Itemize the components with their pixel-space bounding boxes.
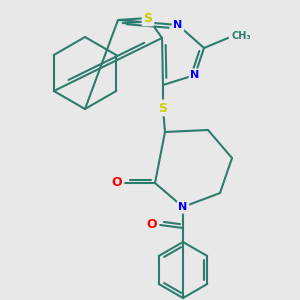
- Text: N: N: [173, 20, 183, 30]
- Text: S: S: [143, 11, 152, 25]
- Text: CH₃: CH₃: [232, 31, 252, 41]
- Text: O: O: [147, 218, 157, 232]
- Text: N: N: [190, 70, 200, 80]
- Text: S: S: [158, 101, 167, 115]
- Text: O: O: [112, 176, 122, 190]
- Text: N: N: [178, 202, 188, 212]
